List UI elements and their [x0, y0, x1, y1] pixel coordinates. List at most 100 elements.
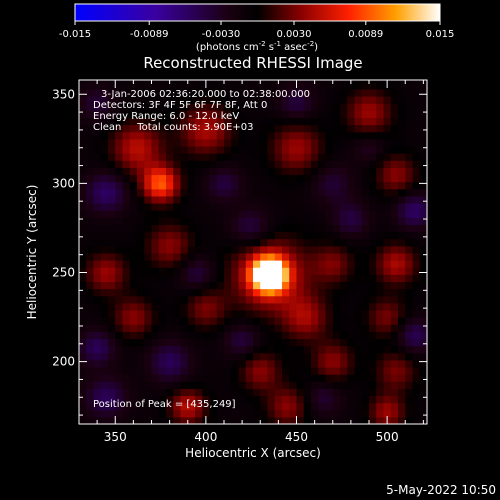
- heatmap-cell: [361, 117, 370, 126]
- heatmap-cell: [318, 195, 327, 204]
- heatmap-cell: [267, 202, 276, 211]
- heatmap-cell: [354, 231, 363, 240]
- heatmap-cell: [100, 81, 109, 90]
- heatmap-cell: [383, 117, 392, 126]
- heatmap-cell: [238, 195, 247, 204]
- heatmap-cell: [93, 188, 102, 197]
- heatmap-cell: [311, 295, 319, 304]
- heatmap-cell: [158, 317, 167, 325]
- heatmap-cell: [144, 302, 153, 311]
- heatmap-cell: [158, 238, 167, 247]
- heatmap-cell: [296, 245, 305, 254]
- heatmap-cell: [376, 260, 385, 268]
- heatmap-cell: [325, 317, 334, 325]
- heatmap-cell: [202, 374, 211, 382]
- heatmap-cell: [129, 217, 138, 225]
- heatmap-cell: [180, 331, 189, 340]
- heatmap-cell: [93, 174, 102, 183]
- heatmap-cell: [332, 231, 341, 240]
- heatmap-cell: [361, 110, 370, 119]
- heatmap-cell: [100, 324, 109, 332]
- heatmap-cell: [412, 131, 421, 140]
- heatmap-cell: [216, 409, 225, 418]
- heatmap-cell: [173, 96, 182, 104]
- heatmap-cell: [187, 131, 196, 140]
- heatmap-cell: [209, 238, 218, 247]
- heatmap-cell: [303, 374, 312, 382]
- heatmap-cell: [238, 252, 247, 261]
- heatmap-cell: [100, 359, 109, 368]
- heatmap-cell: [354, 374, 363, 382]
- heatmap-cell: [144, 145, 153, 154]
- heatmap-cell: [173, 288, 182, 297]
- heatmap-cell: [158, 96, 167, 104]
- heatmap-cell: [158, 217, 167, 225]
- heatmap-cell: [390, 110, 399, 119]
- heatmap-cell: [245, 145, 254, 154]
- heatmap-cell: [253, 345, 261, 354]
- heatmap-cell: [144, 81, 153, 90]
- heatmap-cell: [137, 302, 145, 311]
- heatmap-cell: [267, 103, 276, 111]
- heatmap-cell: [79, 131, 87, 140]
- heatmap-cell: [332, 217, 341, 225]
- heatmap-cell: [398, 210, 406, 218]
- heatmap-cell: [245, 195, 254, 204]
- heatmap-cell: [86, 188, 95, 197]
- heatmap-cell: [332, 374, 341, 382]
- heatmap-cell: [137, 174, 145, 183]
- heatmap-cell: [151, 231, 160, 240]
- heatmap-cell: [86, 345, 95, 354]
- heatmap-cell: [289, 338, 298, 347]
- heatmap-cell: [231, 202, 240, 211]
- heatmap-cell: [245, 274, 254, 283]
- heatmap-cell: [369, 160, 377, 168]
- heatmap-cell: [115, 110, 124, 119]
- heatmap-cell: [340, 181, 348, 190]
- heatmap-cell: [303, 174, 312, 183]
- heatmap-cell: [195, 217, 203, 225]
- heatmap-cell: [347, 352, 356, 361]
- heatmap-cell: [166, 374, 174, 382]
- heatmap-cell: [202, 409, 211, 418]
- heatmap-cell: [180, 267, 189, 275]
- heatmap-cell: [195, 131, 203, 140]
- heatmap-cell: [245, 366, 254, 375]
- heatmap-cell: [419, 124, 427, 133]
- heatmap-cell: [289, 274, 298, 283]
- heatmap-cell: [383, 103, 392, 111]
- heatmap-cell: [347, 381, 356, 389]
- heatmap-cell: [202, 267, 211, 275]
- heatmap-cell: [289, 381, 298, 389]
- heatmap-cell: [260, 331, 269, 340]
- heatmap-cell: [267, 181, 276, 190]
- heatmap-cell: [166, 324, 174, 332]
- heatmap-cell: [151, 352, 160, 361]
- heatmap-cell: [245, 96, 254, 104]
- heatmap-cell: [412, 324, 421, 332]
- heatmap-cell: [209, 131, 218, 140]
- heatmap-cell: [245, 345, 254, 354]
- heatmap-cell: [274, 153, 283, 161]
- heatmap-cell: [282, 110, 290, 119]
- heatmap-cell: [289, 117, 298, 126]
- heatmap-cell: [325, 131, 334, 140]
- heatmap-cell: [369, 395, 377, 404]
- heatmap-cell: [245, 231, 254, 240]
- heatmap-cell: [115, 167, 124, 176]
- heatmap-cell: [318, 110, 327, 119]
- heatmap-cell: [419, 81, 427, 90]
- heatmap-cell: [108, 345, 116, 354]
- heatmap-cell: [158, 309, 167, 318]
- heatmap-cell: [137, 359, 145, 368]
- heatmap-cell: [311, 145, 319, 154]
- heatmap-cell: [166, 402, 174, 411]
- heatmap-cell: [209, 103, 218, 111]
- colorbar-unit-label: (photons cm-2 s-1 asec-2): [196, 40, 318, 53]
- heatmap-cell: [245, 110, 254, 119]
- heatmap-cell: [361, 202, 370, 211]
- heatmap-cell: [369, 260, 377, 268]
- heatmap-cell: [137, 260, 145, 268]
- heatmap-cell: [137, 231, 145, 240]
- heatmap-cell: [260, 309, 269, 318]
